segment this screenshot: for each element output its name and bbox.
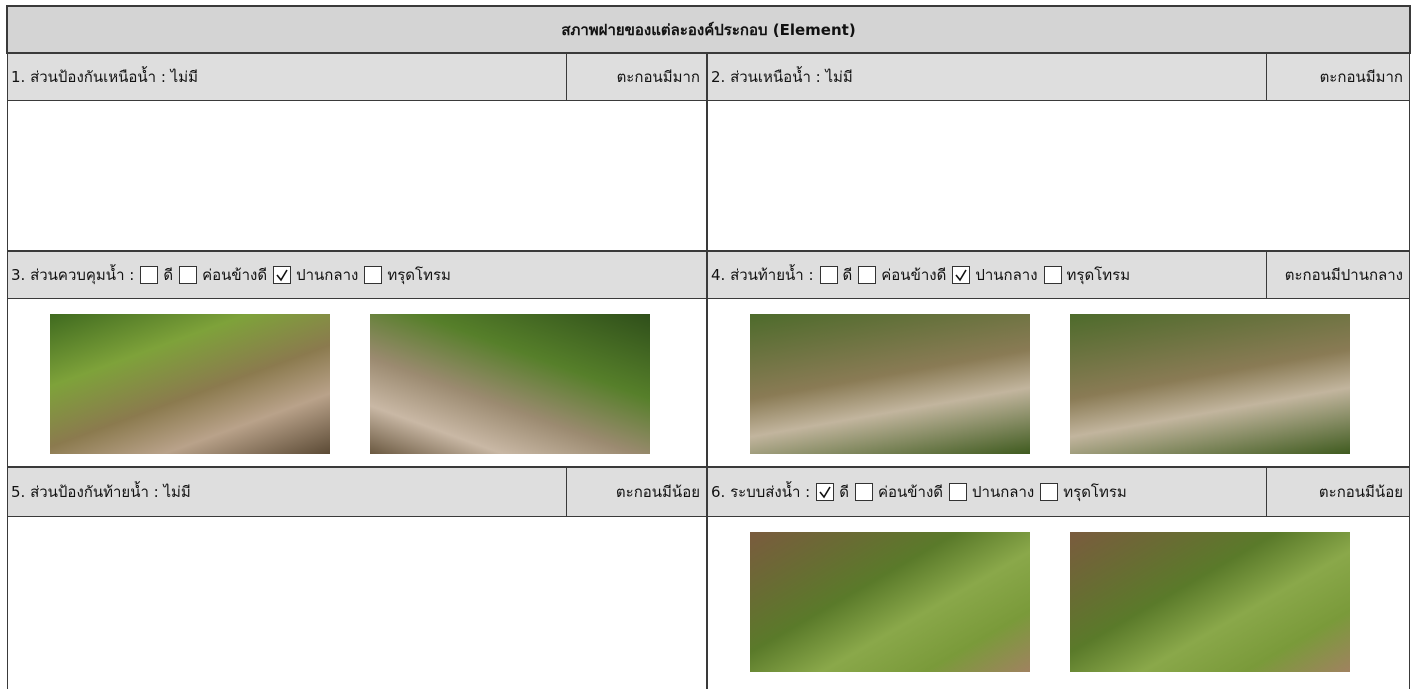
option-label: ทรุดโทรม [1063, 483, 1127, 501]
checkmark [955, 269, 967, 282]
checkbox-option: ทรุดโทรม [1040, 480, 1127, 504]
section-status: ตะกอนมีน้อย [566, 467, 707, 517]
option-label: ปานกลาง [972, 483, 1035, 501]
option-label: ทรุดโทรม [1066, 266, 1131, 284]
section-label: 2. ส่วนเหนือน้ำ : ไม่มี [711, 68, 853, 86]
checkbox [952, 266, 971, 284]
section-header: 6. ระบบส่งน้ำ : ดี ค่อนข้างดี ปานกลาง ทรุดโท… [707, 467, 1267, 517]
section-body [7, 100, 707, 251]
section-label: 3. ส่วนควบคุมน้ำ : [11, 266, 135, 284]
checkbox-option: ทรุดโทรม [364, 263, 451, 287]
section-status: ตะกอนมีปานกลาง [1266, 251, 1410, 299]
checkbox [854, 483, 873, 501]
photo [750, 532, 1030, 672]
photo [1070, 314, 1350, 454]
checkbox-option: ดี [816, 480, 849, 504]
checkbox-option: ค่อนข้างดี [854, 480, 944, 504]
section-header: 3. ส่วนควบคุมน้ำ : ดี ค่อนข้างดี ปานกลาง ทรุ… [7, 251, 707, 299]
photo [1070, 532, 1350, 672]
section-status: ตะกอนมีน้อย [1266, 467, 1410, 517]
photo [750, 314, 1030, 454]
checkbox-option: ทรุดโทรม [1043, 263, 1131, 287]
section-body [707, 100, 1410, 251]
checkbox-option: ปานกลาง [949, 480, 1034, 504]
checkbox [273, 266, 292, 284]
checkbox-option: ค่อนข้างดี [179, 263, 267, 287]
option-label: ทรุดโทรม [387, 266, 451, 284]
section-label: 1. ส่วนป้องกันเหนือน้ำ : ไม่มี [11, 68, 198, 86]
photo [370, 314, 650, 454]
section-status: ตะกอนมีมาก [1266, 53, 1410, 101]
option-label: ค่อนข้างดี [877, 483, 944, 501]
checkbox [140, 266, 159, 284]
section-body [707, 298, 1410, 467]
section-header: 2. ส่วนเหนือน้ำ : ไม่มี [707, 53, 1267, 101]
checkbox [179, 266, 198, 284]
option-label: ดี [842, 266, 853, 284]
section-status: ตะกอนมีมาก [566, 53, 707, 101]
checkbox [816, 483, 835, 501]
checkbox [1043, 266, 1062, 284]
section-label: 5. ส่วนป้องกันท้ายน้ำ : ไม่มี [11, 483, 191, 501]
checkbox [858, 266, 877, 284]
option-label: ค่อนข้างดี [881, 266, 947, 284]
option-label: ปานกลาง [975, 266, 1038, 284]
checkbox-option: ค่อนข้างดี [858, 263, 946, 287]
section-label: 6. ระบบส่งน้ำ : [711, 483, 811, 501]
section-header: 1. ส่วนป้องกันเหนือน้ำ : ไม่มี [7, 53, 567, 101]
option-label: ดี [163, 266, 174, 284]
checkmark [819, 486, 831, 499]
section-body [7, 516, 707, 689]
checkmark [276, 269, 288, 282]
section-header: 4. ส่วนท้ายน้ำ : ดี ค่อนข้างดี ปานกลาง ทรุดโ… [707, 251, 1267, 299]
section-label: 4. ส่วนท้ายน้ำ : [711, 266, 814, 284]
checkbox [949, 483, 968, 501]
checkbox [364, 266, 383, 284]
section-body [707, 516, 1410, 689]
checkbox [1040, 483, 1059, 501]
option-label: ค่อนข้างดี [202, 266, 268, 284]
checkbox-option: ปานกลาง [952, 263, 1038, 287]
section-body [7, 298, 707, 467]
checkbox-option: ดี [819, 263, 853, 287]
option-label: ดี [839, 483, 849, 501]
photo [50, 314, 330, 454]
option-label: ปานกลาง [296, 266, 359, 284]
checkbox-option: ดี [140, 263, 173, 287]
checkbox-option: ปานกลาง [273, 263, 358, 287]
section-header: 5. ส่วนป้องกันท้ายน้ำ : ไม่มี [7, 467, 567, 517]
checkbox [819, 266, 838, 284]
form-title: สภาพฝายของแต่ละองค์ประกอบ (Element) [6, 5, 1411, 54]
